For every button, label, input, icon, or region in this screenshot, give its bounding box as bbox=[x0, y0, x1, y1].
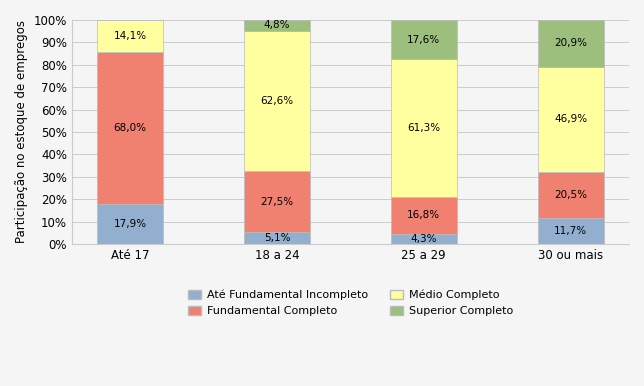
Text: 20,5%: 20,5% bbox=[554, 190, 587, 200]
Text: 14,1%: 14,1% bbox=[113, 31, 147, 41]
Text: 68,0%: 68,0% bbox=[113, 123, 147, 133]
Bar bbox=[244, 171, 310, 232]
Bar bbox=[391, 59, 457, 196]
Bar bbox=[391, 196, 457, 234]
Bar bbox=[391, 234, 457, 244]
Y-axis label: Participação no estoque de empregos: Participação no estoque de empregos bbox=[15, 20, 28, 244]
Text: 20,9%: 20,9% bbox=[554, 38, 587, 48]
Bar bbox=[244, 232, 310, 244]
Bar bbox=[97, 204, 163, 244]
Bar bbox=[97, 52, 163, 204]
Text: 5,1%: 5,1% bbox=[264, 233, 290, 243]
Bar bbox=[538, 218, 603, 244]
Bar bbox=[244, 31, 310, 171]
Text: 4,3%: 4,3% bbox=[411, 234, 437, 244]
Text: 61,3%: 61,3% bbox=[407, 123, 440, 133]
Text: 46,9%: 46,9% bbox=[554, 114, 587, 124]
Bar bbox=[538, 20, 603, 67]
Bar bbox=[538, 67, 603, 172]
Bar bbox=[97, 20, 163, 52]
Legend: Até Fundamental Incompleto, Fundamental Completo, Médio Completo, Superior Compl: Até Fundamental Incompleto, Fundamental … bbox=[184, 285, 518, 321]
Text: 16,8%: 16,8% bbox=[407, 210, 440, 220]
Text: 4,8%: 4,8% bbox=[264, 20, 290, 30]
Text: 11,7%: 11,7% bbox=[554, 226, 587, 236]
Text: 17,9%: 17,9% bbox=[113, 219, 147, 229]
Text: 62,6%: 62,6% bbox=[260, 96, 294, 106]
Text: 27,5%: 27,5% bbox=[260, 197, 294, 207]
Text: 17,6%: 17,6% bbox=[407, 35, 440, 45]
Bar bbox=[244, 20, 310, 31]
Bar bbox=[391, 20, 457, 59]
Bar bbox=[538, 172, 603, 218]
